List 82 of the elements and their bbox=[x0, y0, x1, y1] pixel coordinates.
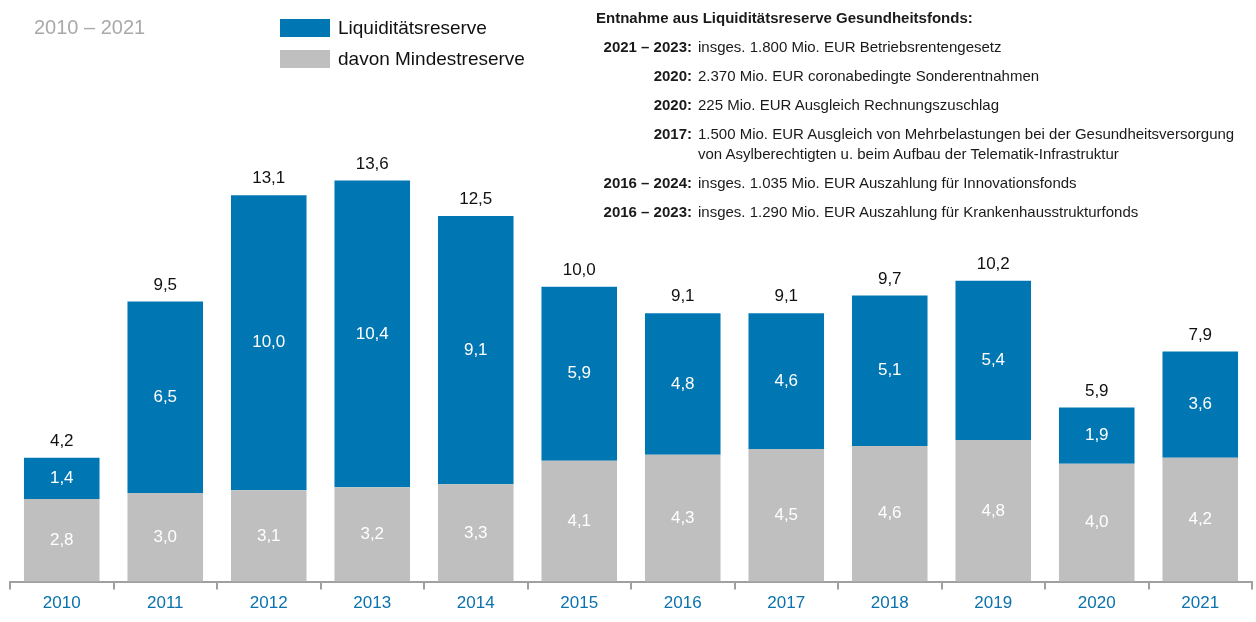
data-label: 4,3 bbox=[670, 507, 695, 527]
data-label: 3,1 bbox=[256, 525, 281, 545]
text: Entnahme aus Liquiditätsreserve Gesundheitsfonds: bbox=[596, 8, 974, 28]
x-tick-label: 2015 bbox=[560, 593, 599, 613]
total-label: 7,9 bbox=[1188, 324, 1213, 344]
bar bbox=[334, 180, 411, 488]
bar bbox=[644, 313, 721, 455]
annotation: 2016 – 2024: insges. 1.035 Mio. EUR Auszahlung für Innovationsfonds bbox=[602, 173, 1078, 193]
text: 2017: 1.500 Mio. EUR Ausgleich von Mehrbelastungen bei der Gesundheitsversorgung von Asylberechtigten u. beim Aufbau der Telematik-Infrastruktur bbox=[652, 124, 1236, 164]
total-label: 4,2 bbox=[49, 430, 74, 450]
bar bbox=[127, 493, 204, 582]
bar bbox=[23, 457, 100, 500]
total-label: 13,6 bbox=[355, 153, 389, 173]
bar bbox=[334, 487, 411, 582]
data-label: 3,3 bbox=[463, 522, 488, 542]
data-label: 3,2 bbox=[360, 524, 385, 544]
data-label: 3,6 bbox=[1188, 394, 1213, 414]
bar bbox=[437, 215, 514, 485]
total-label: 13,1 bbox=[252, 168, 286, 188]
bar bbox=[1162, 457, 1239, 582]
data-label: 4,8 bbox=[981, 500, 1006, 520]
data-label: 4,1 bbox=[567, 510, 592, 530]
bar bbox=[1058, 407, 1135, 464]
bar bbox=[955, 440, 1032, 582]
bar bbox=[230, 195, 307, 491]
data-label: 1,4 bbox=[49, 468, 74, 488]
x-tick-label: 2010 bbox=[42, 593, 81, 613]
bar bbox=[1162, 351, 1239, 458]
x-tick-label: 2021 bbox=[1181, 593, 1220, 613]
text: 2020: 225 Mio. EUR Ausgleich Rechnungszuschlag bbox=[652, 95, 1000, 115]
bar bbox=[748, 448, 825, 582]
data-label: 9,1 bbox=[463, 339, 488, 359]
total-label: 12,5 bbox=[459, 189, 493, 209]
bar bbox=[541, 460, 618, 582]
data-label: 6,5 bbox=[153, 386, 178, 406]
x-tick-label: 2018 bbox=[870, 593, 909, 613]
x-tick-label: 2017 bbox=[767, 593, 806, 613]
bar bbox=[437, 484, 514, 582]
bar bbox=[851, 445, 928, 582]
x-tick-label: 2016 bbox=[663, 593, 702, 613]
x-tick-label: 2012 bbox=[249, 593, 288, 613]
data-label: 1,9 bbox=[1084, 425, 1109, 445]
data-label: 2,8 bbox=[49, 530, 74, 549]
bar bbox=[230, 490, 307, 582]
bar bbox=[541, 286, 618, 461]
bar bbox=[748, 313, 825, 449]
chart-title: 2010 – 2021 bbox=[34, 16, 146, 39]
data-label: 10,4 bbox=[355, 323, 389, 343]
data-label: 5,9 bbox=[567, 363, 592, 383]
x-tick-label: 2019 bbox=[974, 593, 1013, 613]
bar bbox=[1058, 463, 1135, 582]
total-label: 10,2 bbox=[976, 253, 1010, 273]
total-label: 5,9 bbox=[1084, 380, 1109, 400]
data-label: 4,5 bbox=[774, 504, 799, 524]
legend-label: Liquiditätsreserve bbox=[338, 16, 487, 39]
legend-label: davon Mindestreserve bbox=[338, 47, 525, 70]
bar bbox=[127, 301, 204, 494]
x-tick-label: 2020 bbox=[1077, 593, 1116, 613]
bar bbox=[644, 454, 721, 582]
total-label: 9,7 bbox=[877, 268, 902, 288]
total-label: 9,1 bbox=[774, 286, 799, 306]
total-label: 9,5 bbox=[153, 274, 178, 294]
x-tick-label: 2014 bbox=[456, 593, 495, 613]
annotation: 2016 – 2023: insges. 1.290 Mio. EUR Auszahlung für Krankenhausstrukturfonds bbox=[602, 202, 1140, 222]
x-tick-label: 2011 bbox=[146, 593, 184, 613]
bar bbox=[23, 499, 100, 582]
bar bbox=[851, 295, 928, 446]
bar bbox=[955, 280, 1032, 441]
data-label: 5,4 bbox=[981, 350, 1006, 370]
data-label: 4,8 bbox=[670, 373, 695, 393]
text: 2021 – 2023: insges. 1.800 Mio. EUR Betriebsrentengesetz bbox=[602, 37, 1003, 57]
x-tick-label: 2013 bbox=[353, 593, 392, 613]
data-label: 4,0 bbox=[1084, 512, 1109, 532]
data-label: 4,6 bbox=[774, 370, 799, 390]
data-label: 5,1 bbox=[877, 360, 902, 380]
total-label: 9,1 bbox=[670, 286, 695, 306]
total-label: 10,0 bbox=[562, 259, 596, 279]
data-label: 4,6 bbox=[877, 503, 902, 523]
data-label: 4,2 bbox=[1188, 509, 1213, 529]
data-label: 10,0 bbox=[252, 332, 286, 352]
data-label: 3,0 bbox=[153, 527, 178, 547]
text: 2020: 2.370 Mio. EUR coronabedingte Sonderentnahmen bbox=[652, 66, 1041, 86]
